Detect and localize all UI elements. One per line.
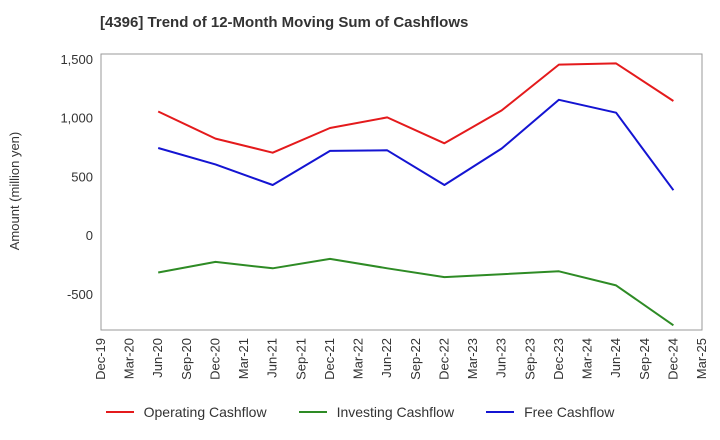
legend-swatch — [486, 411, 515, 413]
legend-swatch — [298, 411, 327, 413]
series-line-investing-cashflow — [158, 257, 674, 327]
y-tick-label: 1,500 — [60, 52, 93, 67]
x-tick-label: Jun-24 — [608, 338, 623, 378]
series-line-free-cashflow — [157, 98, 675, 191]
legend-label: Free Cashflow — [524, 404, 615, 420]
x-tick-label: Mar-25 — [694, 338, 709, 379]
x-tick-label: Dec-19 — [93, 338, 108, 380]
x-tick-label: Jun-22 — [379, 338, 394, 378]
x-tick-label: Dec-22 — [436, 338, 451, 380]
x-tick-label: Mar-23 — [465, 338, 480, 379]
x-tick-label: Mar-24 — [580, 338, 595, 379]
x-tick-label: Sep-23 — [522, 338, 537, 380]
x-tick-label: Mar-22 — [351, 338, 366, 379]
x-tick-label: Jun-23 — [494, 338, 509, 378]
chart-title: [4396] Trend of 12-Month Moving Sum of C… — [100, 14, 469, 31]
y-tick-label: 0 — [86, 228, 93, 243]
y-axis-label: Amount (million yen) — [7, 132, 22, 251]
x-tick-label: Dec-24 — [665, 338, 680, 380]
legend-item: Free Cashflow — [486, 404, 614, 420]
series-line-operating-cashflow — [157, 62, 674, 154]
axis-layer — [100, 53, 703, 331]
legend-swatch — [105, 411, 134, 413]
legend: Operating Cashflow Investing Cashflow Free… — [0, 404, 720, 420]
series-layer — [157, 62, 675, 327]
y-tick-label: 500 — [71, 169, 93, 184]
x-tick-label: Mar-20 — [122, 338, 137, 379]
x-tick-label: Jun-21 — [265, 338, 280, 378]
x-tick-label: Sep-22 — [408, 338, 423, 380]
x-tick-label: Sep-21 — [293, 338, 308, 380]
x-tick-label: Dec-21 — [322, 338, 337, 380]
legend-label: Operating Cashflow — [143, 404, 267, 420]
legend-item: Investing Cashflow — [298, 404, 455, 420]
x-tick-label: Sep-20 — [179, 338, 194, 380]
plot-frame — [100, 53, 703, 331]
y-tick-label: 1,000 — [60, 111, 93, 126]
x-tick-label: Jun-20 — [150, 338, 165, 378]
y-tick-label: -500 — [67, 287, 93, 302]
tick-layer: 1,500 1,000 500 0 -500 Dec-19 Mar-20 Jun-20 Sep-… — [60, 52, 709, 380]
legend-item: Operating Cashflow — [105, 404, 267, 420]
x-tick-label: Sep-24 — [637, 338, 652, 380]
x-tick-label: Dec-20 — [207, 338, 222, 380]
x-tick-label: Dec-23 — [551, 338, 566, 380]
legend-label: Investing Cashflow — [336, 404, 455, 420]
x-tick-label: Mar-21 — [236, 338, 251, 379]
